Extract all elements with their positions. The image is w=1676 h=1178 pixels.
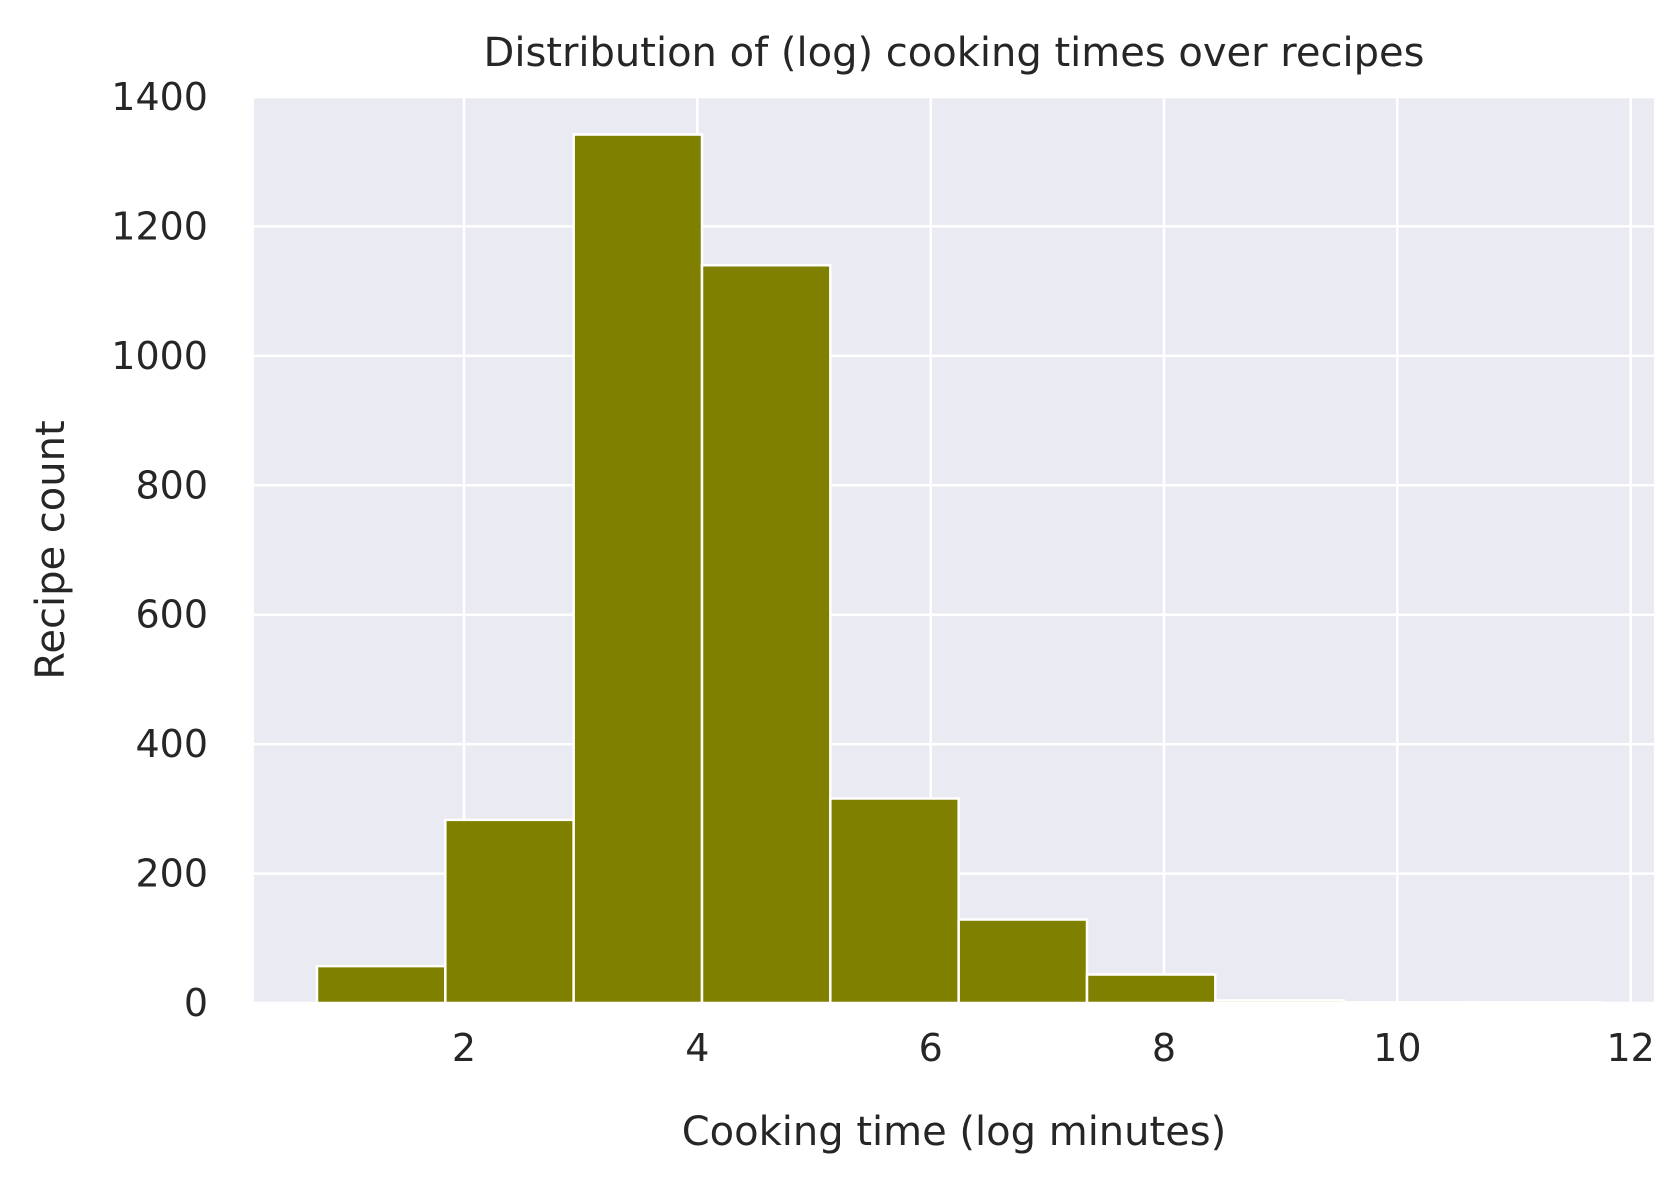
x-tick-label: 2: [452, 1026, 476, 1070]
y-tick-label: 1200: [111, 204, 208, 248]
x-axis-label: Cooking time (log minutes): [682, 1109, 1227, 1155]
histogram-bar: [1342, 1001, 1474, 1005]
x-tick-label: 12: [1606, 1026, 1654, 1070]
histogram-bar: [700, 264, 832, 1005]
chart-title: Distribution of (log) cooking times over…: [484, 30, 1425, 76]
y-tick-label: 1000: [111, 334, 208, 378]
y-tick-label: 0: [184, 981, 208, 1025]
y-tick-label: 200: [135, 852, 208, 896]
y-tick-label: 400: [135, 722, 208, 766]
histogram-bar: [444, 818, 575, 1005]
histogram-bars: [315, 133, 1602, 1005]
x-tick-label: 4: [685, 1026, 709, 1070]
x-tick-label: 6: [919, 1026, 943, 1070]
x-tick-label: 8: [1152, 1026, 1176, 1070]
histogram-bar: [829, 797, 960, 1005]
y-tick-labels: 0 200 400 600 800 1000 1200 1400: [111, 75, 208, 1025]
histogram-bar: [572, 133, 704, 1005]
histogram-bar: [315, 964, 447, 1005]
x-tick-labels: 2 4 6 8 10 12: [452, 1026, 1655, 1070]
y-axis-label: Recipe count: [28, 420, 74, 679]
histogram-bar: [1214, 999, 1345, 1005]
y-tick-label: 800: [135, 463, 208, 507]
histogram-bar: [1470, 1001, 1602, 1005]
histogram-bar: [957, 918, 1089, 1005]
y-tick-label: 1400: [111, 75, 208, 119]
y-tick-label: 600: [135, 593, 208, 637]
x-tick-label: 10: [1373, 1026, 1421, 1070]
histogram-bar: [1085, 973, 1217, 1005]
